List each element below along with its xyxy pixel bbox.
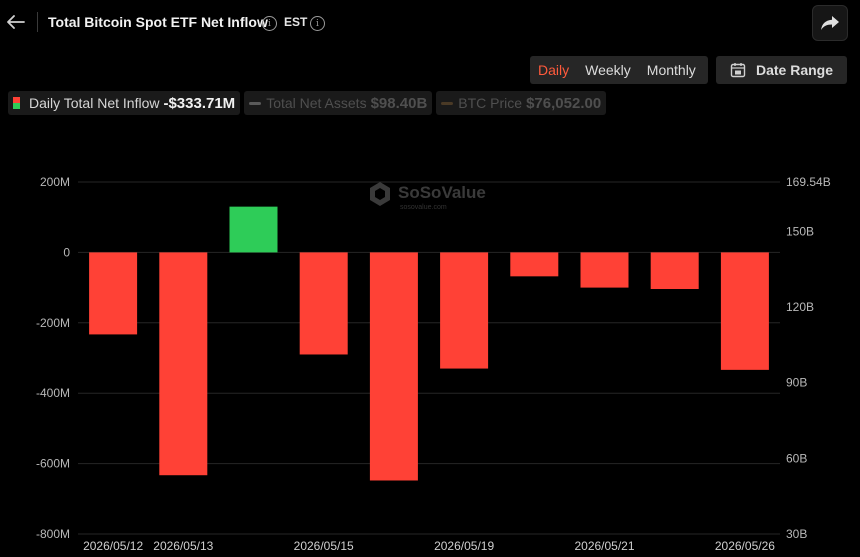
- y-left-tick-label: 0: [63, 245, 70, 259]
- bars: [89, 206, 769, 481]
- info-icon[interactable]: i: [262, 16, 277, 31]
- share-button[interactable]: [812, 5, 848, 41]
- date-range-label: Date Range: [756, 62, 834, 78]
- bar: [299, 252, 348, 355]
- bar: [580, 252, 629, 288]
- legend-value: $76,052.00: [526, 94, 602, 112]
- legend-swatch-price: [441, 101, 454, 105]
- y-left-tick-label: -400M: [36, 386, 70, 400]
- x-tick-label: 2026/05/13: [153, 539, 213, 553]
- period-toggle: Daily Weekly Monthly: [530, 56, 708, 84]
- x-tick-label: 2026/05/15: [294, 539, 354, 553]
- arrow-left-icon: [7, 15, 25, 29]
- legend-total-net-assets[interactable]: Total Net Assets $98.40B: [244, 91, 433, 115]
- share-icon: [821, 16, 839, 30]
- x-tick-label: 2026/05/26: [715, 539, 775, 553]
- y-right-tick-label: 120B: [786, 300, 814, 314]
- y-left-tick-label: -600M: [36, 457, 70, 471]
- y-right-tick-label: 90B: [786, 376, 807, 390]
- period-daily-button[interactable]: Daily: [538, 62, 570, 78]
- chart-legend: Daily Total Net Inflow -$333.71M Total N…: [8, 91, 610, 115]
- y-left-tick-label: -800M: [36, 527, 70, 541]
- top-bar: Total Bitcoin Spot ETF Net Inflow i EST …: [0, 0, 860, 46]
- x-tick-label: 2026/05/21: [574, 539, 634, 553]
- legend-value: $98.40B: [370, 94, 428, 112]
- legend-label: Daily Total Net Inflow: [29, 95, 160, 111]
- bar: [650, 252, 699, 290]
- net-inflow-bar-chart: SoSoValue sosovalue.com 200M 0 -200M -400M -…: [36, 175, 831, 553]
- y-right-tick-label: 169.54B: [786, 175, 831, 189]
- y-right-tick-label: 150B: [786, 224, 814, 238]
- legend-label: Total Net Assets: [266, 95, 367, 111]
- x-axis: 2026/05/12 2026/05/13 2026/05/15 2026/05/19…: [83, 539, 775, 553]
- bar: [369, 252, 418, 481]
- watermark-brand: SoSoValue: [398, 183, 486, 202]
- header-divider: [37, 12, 38, 32]
- legend-label: BTC Price: [458, 95, 523, 111]
- x-tick-label: 2026/05/12: [83, 539, 143, 553]
- legend-value: -$333.71M: [163, 94, 236, 112]
- x-tick-label: 2026/05/19: [434, 539, 494, 553]
- period-weekly-button[interactable]: Weekly: [585, 62, 631, 78]
- legend-daily-net-inflow[interactable]: Daily Total Net Inflow -$333.71M: [8, 91, 241, 115]
- watermark: SoSoValue sosovalue.com: [370, 182, 486, 211]
- timezone-label: EST: [284, 15, 308, 29]
- y-left-tick-label: 200M: [40, 175, 70, 189]
- bar: [720, 252, 769, 370]
- bar: [440, 252, 489, 369]
- y-axis-left: 200M 0 -200M -400M -600M -800M: [36, 175, 70, 541]
- bar: [89, 252, 138, 335]
- legend-swatch-inflow: [13, 97, 20, 109]
- page-title: Total Bitcoin Spot ETF Net Inflow: [48, 14, 268, 30]
- y-right-tick-label: 30B: [786, 527, 807, 541]
- calendar-icon: [730, 62, 746, 78]
- legend-btc-price[interactable]: BTC Price $76,052.00: [436, 91, 607, 115]
- y-left-tick-label: -200M: [36, 316, 70, 330]
- bar: [159, 252, 208, 476]
- bar: [229, 206, 278, 253]
- back-button[interactable]: [4, 10, 28, 34]
- legend-swatch-assets: [249, 101, 262, 105]
- y-axis-right: 169.54B 150B 120B 90B 60B 30B: [786, 175, 831, 541]
- period-monthly-button[interactable]: Monthly: [646, 62, 696, 78]
- y-right-tick-label: 60B: [786, 451, 807, 465]
- bar: [510, 252, 559, 277]
- date-range-button[interactable]: Date Range: [716, 56, 847, 84]
- watermark-sub: sosovalue.com: [400, 204, 447, 211]
- timezone-info-icon[interactable]: i: [310, 16, 325, 31]
